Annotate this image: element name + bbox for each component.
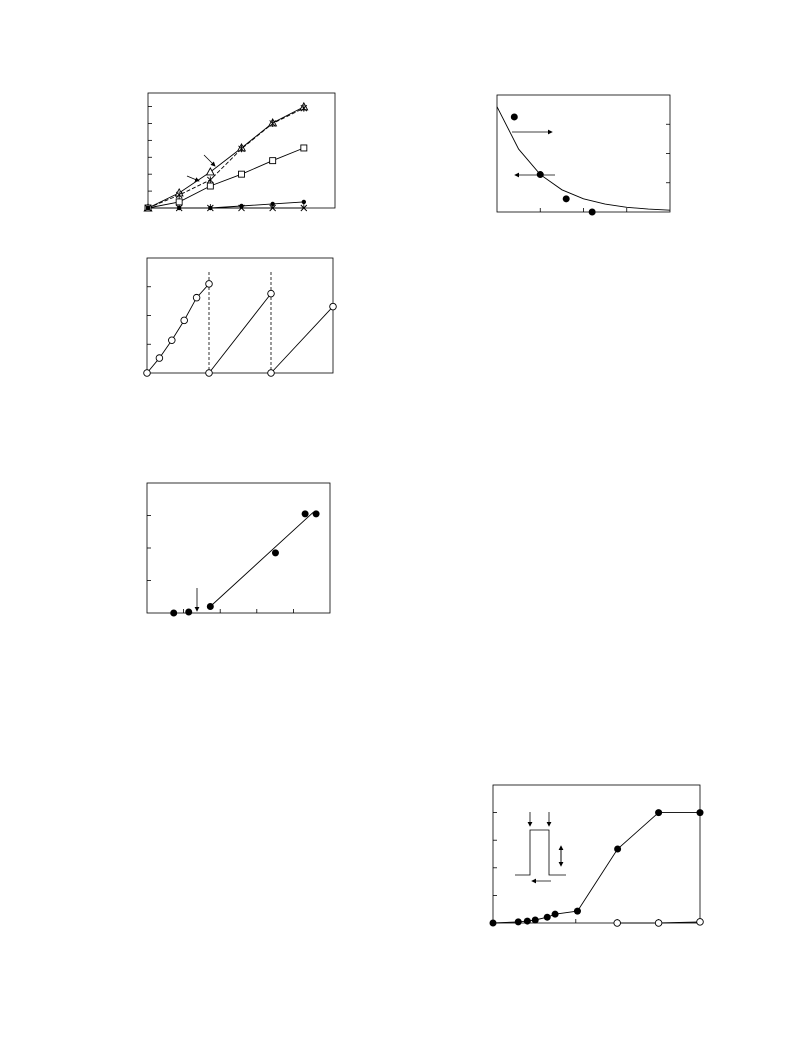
chart: [489, 784, 704, 927]
marker: [655, 809, 663, 817]
marker: [514, 918, 522, 926]
marker: [175, 191, 183, 199]
series-line: [147, 107, 304, 209]
marker: [267, 369, 275, 377]
chart: [143, 92, 336, 212]
marker: [301, 510, 309, 518]
marker: [143, 369, 151, 377]
marker: [205, 280, 213, 288]
series-line: [496, 106, 671, 211]
marker-stroke: [144, 204, 152, 212]
marker: [267, 289, 275, 298]
marker: [180, 316, 188, 325]
marker-stroke: [269, 204, 276, 212]
series-line: [208, 293, 272, 374]
marker: [312, 510, 320, 518]
marker: [301, 199, 307, 205]
marker: [270, 201, 275, 207]
marker: [562, 195, 570, 203]
marker: [300, 144, 308, 152]
marker: [175, 198, 183, 206]
marker: [271, 549, 279, 557]
marker: [205, 167, 215, 176]
marker: [185, 608, 193, 616]
arrow: [186, 175, 200, 182]
series-line: [492, 812, 700, 924]
marker: [144, 204, 152, 212]
marker: [205, 369, 213, 377]
marker: [192, 293, 201, 302]
marker: [170, 609, 178, 617]
marker: [543, 913, 551, 921]
marker: [536, 171, 544, 179]
marker: [614, 845, 622, 853]
marker-stroke: [238, 204, 245, 212]
plot-frame: [146, 482, 331, 614]
marker: [238, 170, 245, 178]
plot-frame: [146, 257, 334, 374]
marker: [269, 119, 276, 127]
marker: [238, 145, 245, 153]
marker-stroke: [300, 204, 308, 212]
marker: [329, 302, 337, 311]
series-line: [270, 306, 334, 374]
series-line: [148, 201, 304, 209]
marker-stroke: [175, 204, 183, 212]
marker: [175, 204, 183, 212]
marker: [207, 204, 214, 212]
marker: [206, 603, 214, 610]
marker: [551, 910, 559, 918]
marker: [269, 204, 276, 212]
chart: [143, 257, 337, 377]
marker: [654, 919, 663, 927]
arrow: [203, 154, 216, 167]
marker: [489, 919, 497, 927]
marker: [300, 204, 308, 212]
annotation-arrows: [186, 129, 566, 884]
marker: [510, 113, 518, 121]
marker: [155, 354, 164, 362]
marker: [168, 336, 176, 344]
marker: [206, 182, 214, 190]
plot-frame: [496, 94, 671, 213]
chart: [496, 94, 671, 216]
marker: [696, 918, 704, 926]
plot-frame: [492, 784, 701, 924]
marker: [300, 104, 308, 112]
marker: [573, 907, 581, 915]
series-line: [147, 106, 305, 209]
series-line: [209, 511, 314, 607]
marker: [523, 917, 531, 925]
series-line: [147, 147, 304, 209]
marker-stroke: [207, 204, 214, 212]
marker: [696, 809, 704, 817]
marker: [613, 919, 621, 927]
marker: [531, 916, 539, 924]
pulse-inset: [515, 812, 566, 884]
chart: [146, 482, 331, 617]
marker: [207, 176, 214, 184]
marker: [238, 204, 245, 212]
marker: [588, 208, 596, 216]
marker: [269, 157, 277, 165]
